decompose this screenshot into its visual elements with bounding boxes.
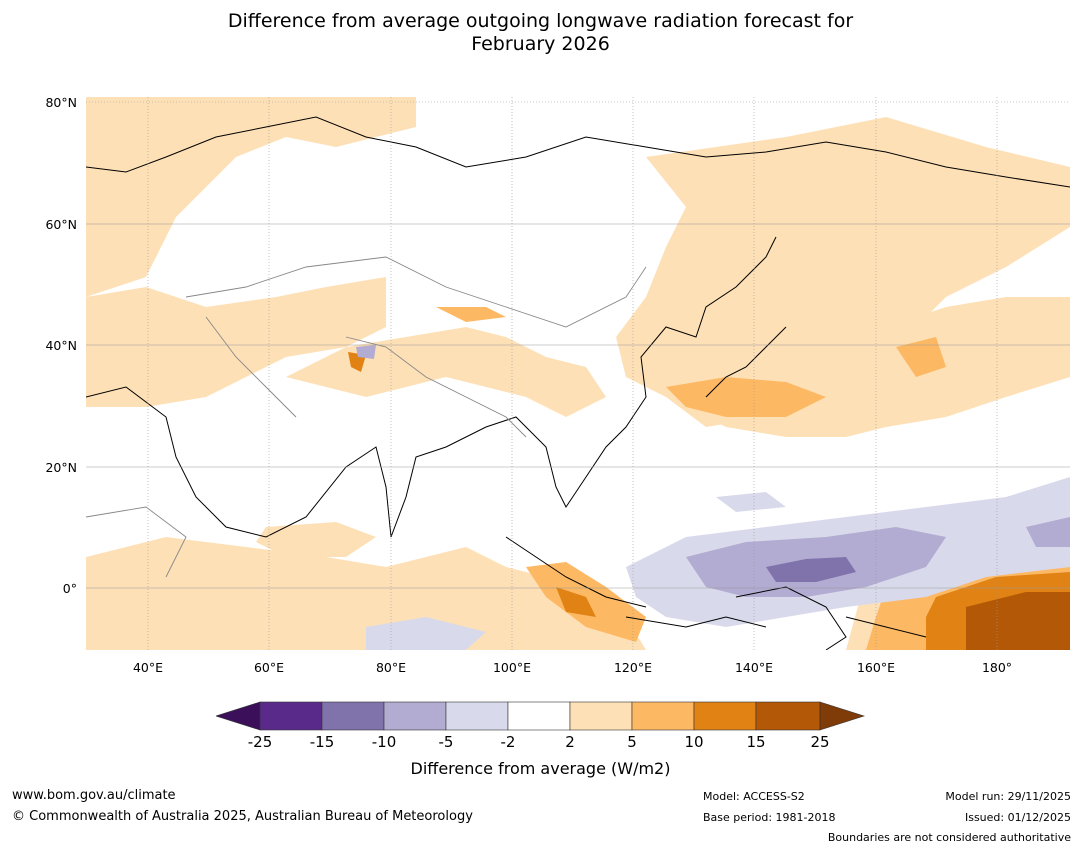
lat-label-equator: 0° [62,581,77,596]
colorbar-swatch-neg15-neg10 [321,701,385,731]
colorbar [216,701,865,731]
chart-title: Difference from average outgoing longwav… [0,10,1081,56]
colorbar-swatch-15-25 [755,701,821,731]
anomaly-fill-15-25 [966,592,1070,650]
olr-anomaly-map [86,97,1070,650]
lon-label-60e: 60°E [253,660,285,675]
issued-text: Issued: 01/12/2025 [964,811,1071,824]
lon-label-40e: 40°E [132,660,164,675]
colorbar-tick-5: 5 [627,733,637,751]
colorbar-tick-2: 2 [565,733,575,751]
lat-label-60n: 60°N [45,217,77,232]
colorbar-tick-neg2: -2 [500,733,516,751]
model-text: Model: ACCESS-S2 [703,790,805,803]
colorbar-label: Difference from average (W/m2) [410,759,671,778]
colorbar-swatch-neg25-neg15 [259,701,323,731]
colorbar-swatch-2-5 [569,701,633,731]
model-run-text: Model run: 29/11/2025 [945,790,1071,803]
colorbar-swatch-neg10-neg5 [383,701,447,731]
colorbar-swatch-5-10 [631,701,695,731]
colorbar-tick-25: 25 [810,733,830,751]
colorbar-tick-neg10: -10 [371,733,397,751]
base-period-text: Base period: 1981-2018 [703,811,836,824]
colorbar-swatch-neg2-2 [507,701,571,731]
lon-label-120e: 120°E [613,660,652,675]
lon-label-140e: 140°E [734,660,773,675]
title-line-1: Difference from average outgoing longwav… [227,10,854,32]
title-line-2: February 2026 [471,33,610,55]
copyright-text: © Commonwealth of Australia 2025, Austra… [12,809,473,824]
boundaries-note: Boundaries are not considered authoritat… [827,831,1071,844]
lon-label-100e: 100°E [492,660,531,675]
gridlines [86,97,1070,650]
colorbar-swatch-10-15 [693,701,757,731]
lon-label-160e: 160°E [856,660,895,675]
anomaly-fill-neg15-neg10 [766,557,856,582]
website-link[interactable]: www.bom.gov.au/climate [12,788,176,803]
lat-label-40n: 40°N [45,338,77,353]
lat-label-80n: 80°N [45,95,77,110]
colorbar-swatch-neg5-neg2 [445,701,509,731]
colorbar-swatch-above-25 [819,701,865,731]
colorbar-tick-neg5: -5 [438,733,454,751]
colorbar-swatch-below-25 [216,701,261,731]
colorbar-tick-neg25: -25 [247,733,273,751]
country-borders [86,256,647,578]
lat-label-20n: 20°N [45,460,77,475]
coastlines [86,116,1070,650]
map-canvas [86,97,1070,650]
lon-label-80e: 80°E [375,660,407,675]
colorbar-tick-neg15: -15 [309,733,335,751]
colorbar-tick-10: 10 [684,733,704,751]
lon-label-180: 180° [981,660,1013,675]
colorbar-tick-15: 15 [746,733,766,751]
